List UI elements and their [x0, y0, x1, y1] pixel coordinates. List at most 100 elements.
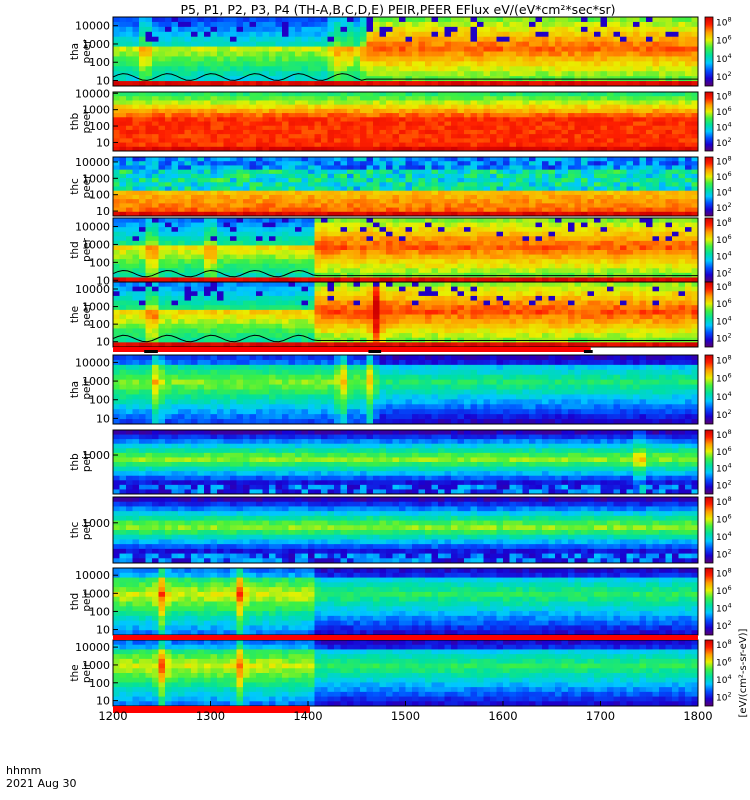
heatmap-cell — [347, 199, 354, 204]
heatmap-cell — [613, 194, 621, 200]
heatmap-cell — [132, 36, 140, 43]
heatmap-cell — [535, 268, 543, 274]
heatmap-cell — [503, 104, 510, 110]
heatmap-cell — [165, 31, 172, 38]
heatmap-cell — [483, 199, 491, 204]
heatmap-cell — [314, 51, 322, 57]
heatmap-cell — [503, 125, 510, 131]
heatmap-cell — [646, 182, 653, 187]
heatmap-cell — [646, 129, 653, 135]
heatmap-cell — [347, 56, 354, 62]
heatmap-cell — [672, 182, 679, 187]
heatmap-cell — [139, 96, 146, 101]
heatmap-cell — [451, 56, 458, 62]
heatmap-cell — [516, 254, 523, 260]
heatmap-cell — [399, 194, 406, 200]
heatmap-cell — [366, 134, 374, 139]
heatmap-cell — [503, 240, 510, 246]
heatmap-cell — [509, 142, 517, 148]
heatmap-cell — [652, 161, 660, 166]
heatmap-cell — [470, 259, 478, 265]
heatmap-cell — [587, 129, 595, 135]
heatmap-cell — [308, 71, 315, 77]
heatmap-cell — [275, 236, 283, 242]
heatmap-cell — [275, 81, 283, 87]
heatmap-cell — [386, 61, 393, 67]
heatmap-cell — [178, 190, 185, 196]
heatmap-cell — [243, 178, 250, 183]
heatmap-cell — [184, 146, 192, 152]
heatmap-cell — [490, 161, 497, 166]
heatmap-cell — [542, 277, 549, 283]
heatmap-cell — [444, 113, 452, 118]
heatmap-cell — [555, 277, 562, 283]
heatmap-cell — [516, 108, 523, 114]
heatmap-cell — [223, 268, 231, 274]
heatmap-cell — [535, 81, 543, 87]
heatmap-cell — [457, 117, 465, 122]
heatmap-cell — [340, 46, 348, 52]
heatmap-cell — [288, 173, 296, 179]
heatmap-cell — [412, 259, 419, 265]
heatmap-cell — [594, 222, 601, 228]
heatmap-cell — [282, 81, 289, 87]
heatmap-cell — [178, 21, 185, 28]
heatmap-cell — [158, 125, 166, 131]
heatmap-cell — [561, 259, 569, 265]
heatmap-cell — [490, 125, 497, 131]
heatmap-cell — [184, 211, 192, 217]
heatmap-cell — [334, 186, 341, 192]
heatmap-cell — [360, 92, 367, 97]
heatmap-cell — [691, 186, 699, 192]
heatmap-cell — [236, 263, 244, 269]
heatmap-cell — [327, 203, 335, 208]
heatmap-cell — [152, 104, 159, 110]
heatmap-cell — [477, 31, 484, 38]
heatmap-cell — [639, 134, 647, 139]
heatmap-cell — [308, 96, 315, 101]
heatmap-cell — [516, 240, 523, 246]
heatmap-cell — [113, 207, 120, 213]
heatmap-cell — [685, 66, 692, 72]
heatmap-cell — [425, 254, 432, 260]
heatmap-cell — [262, 26, 270, 33]
heatmap-cell — [594, 81, 601, 87]
heatmap-cell — [542, 134, 549, 139]
heatmap-cell — [223, 31, 231, 38]
heatmap-cell — [262, 100, 270, 106]
heatmap-cell — [386, 142, 393, 148]
heatmap-cell — [223, 81, 231, 87]
heatmap-cell — [249, 21, 257, 28]
heatmap-cell — [262, 121, 270, 127]
heatmap-cell — [451, 178, 458, 183]
heatmap-cell — [119, 190, 127, 196]
heatmap-cell — [113, 259, 120, 265]
heatmap-cell — [301, 104, 309, 110]
heatmap-cell — [191, 100, 198, 106]
heatmap-cell — [581, 21, 588, 28]
heatmap-cell — [262, 108, 270, 114]
heatmap-cell — [360, 142, 367, 148]
heatmap-cell — [691, 211, 699, 217]
heatmap-cell — [431, 173, 439, 179]
heatmap-cell — [236, 190, 244, 196]
heatmap-cell — [243, 218, 250, 223]
heatmap-cell — [613, 17, 621, 23]
heatmap-cell — [561, 56, 569, 62]
heatmap-cell — [204, 227, 211, 233]
heatmap-cell — [210, 142, 218, 148]
heatmap-cell — [516, 157, 523, 162]
heatmap-cell — [438, 263, 445, 269]
heatmap-cell — [373, 96, 380, 101]
heatmap-cell — [262, 194, 270, 200]
heatmap-cell — [600, 199, 608, 204]
heatmap-cell — [321, 100, 328, 106]
heatmap-cell — [165, 17, 172, 23]
heatmap-cell — [431, 142, 439, 148]
heatmap-cell — [626, 207, 634, 213]
heatmap-cell — [477, 113, 484, 118]
heatmap-cell — [496, 199, 504, 204]
heatmap-cell — [600, 169, 608, 175]
heatmap-cell — [171, 194, 179, 200]
heatmap-cell — [470, 129, 478, 135]
